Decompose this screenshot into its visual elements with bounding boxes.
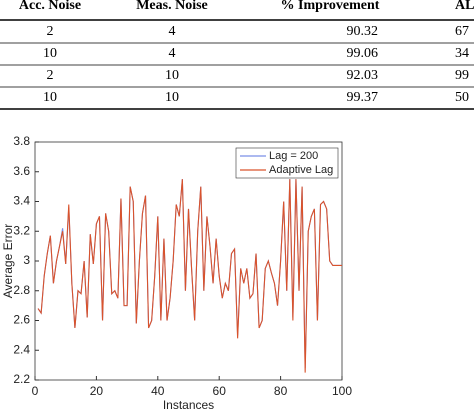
legend-box <box>235 147 339 179</box>
legend-label: Adaptive Lag <box>269 164 333 176</box>
y-tick-label: 3.6 <box>13 164 30 178</box>
y-tick-label: 2.2 <box>13 372 30 386</box>
table-cell: 67 <box>455 24 469 39</box>
table-header: AL <box>455 0 474 13</box>
table-cell: 10 <box>43 90 57 105</box>
table-cell: 2 <box>47 68 54 83</box>
y-tick-label: 3.4 <box>13 194 30 208</box>
table: Acc. Noise Meas. Noise % Improvement AL 2 4 90… <box>0 0 474 110</box>
plot-area <box>34 141 343 381</box>
y-tick-label: 3.2 <box>13 223 30 237</box>
y-axis-label: Average Error <box>1 224 15 298</box>
table-cell: 4 <box>169 46 176 61</box>
y-tick-label: 2.4 <box>13 342 30 356</box>
x-tick-label: 0 <box>32 384 39 398</box>
table-cell: 2 <box>47 24 54 39</box>
legend-label: Lag = 200 <box>269 150 318 162</box>
x-tick-label: 60 <box>213 384 227 398</box>
x-tick-label: 20 <box>90 384 104 398</box>
table-cell: 10 <box>43 46 57 61</box>
table-cell: 4 <box>169 24 176 39</box>
table-cell: 50 <box>455 90 469 105</box>
table-cell: 99.37 <box>347 90 379 105</box>
chart: 2.2 2.4 2.6 2.8 3 3.2 3.4 3.6 3.8 0 20 40 60 80 100 Ins… <box>1 134 352 412</box>
table-header: Acc. Noise <box>19 0 81 13</box>
x-tick-label: 100 <box>332 384 352 398</box>
x-tick-label: 40 <box>151 384 165 398</box>
table-cell: 92.03 <box>347 68 379 83</box>
table-cell: 99.06 <box>347 46 379 61</box>
y-tick-label: 2.6 <box>13 313 30 327</box>
table-cell: 34 <box>455 46 469 61</box>
y-tick-label: 3 <box>23 253 30 267</box>
table-cell: 10 <box>165 68 179 83</box>
table-cell: 10 <box>165 90 179 105</box>
table-header: % Improvement <box>281 0 380 13</box>
y-tick-label: 2.8 <box>13 283 30 297</box>
table-cell: 99 <box>455 68 469 83</box>
table-header: Meas. Noise <box>136 0 208 13</box>
x-tick-label: 80 <box>274 384 288 398</box>
table-cell: 90.32 <box>347 24 379 39</box>
series-line <box>37 179 342 373</box>
x-axis-label: Instances <box>163 398 214 412</box>
y-tick-label: 3.8 <box>13 134 30 148</box>
